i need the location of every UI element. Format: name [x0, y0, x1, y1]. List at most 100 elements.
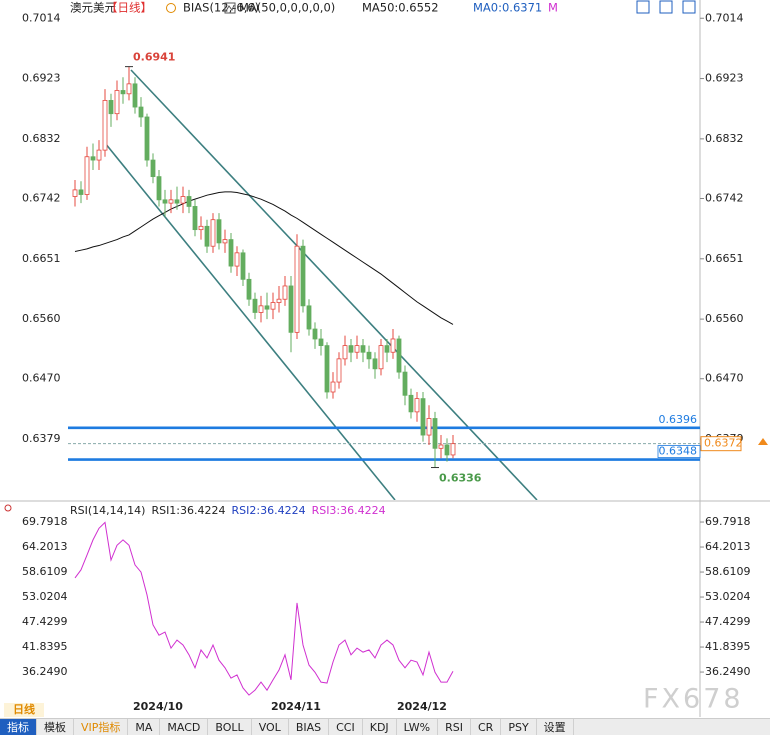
ma0: MA0:0.6371: [473, 1, 542, 15]
candle-body: [366, 351, 372, 360]
trend-line: [130, 69, 538, 500]
level-box: [657, 445, 701, 458]
candle-body: [450, 443, 456, 456]
toolbar-tab[interactable]: LW%: [397, 719, 439, 735]
y-tick-label: 0.6742: [705, 191, 744, 204]
candle-body: [216, 219, 222, 244]
candle-body: [186, 196, 192, 207]
candle-body: [420, 398, 426, 436]
candle-body: [156, 176, 162, 201]
icon[interactable]: [166, 3, 176, 13]
period-tab[interactable]: 日线: [4, 703, 44, 717]
toolbar-tab[interactable]: VIP指标: [74, 719, 129, 735]
x-tick-label: 2024/10: [133, 700, 183, 713]
candle-body: [270, 302, 276, 310]
candle-body: [210, 219, 216, 247]
toolbar-tab[interactable]: KDJ: [363, 719, 397, 735]
x-tick-label: 2024/12: [397, 700, 447, 713]
candle-body: [138, 106, 144, 118]
x-tick-label: 2024/11: [271, 700, 321, 713]
toolbar-tab[interactable]: BIAS: [289, 719, 330, 735]
y-tick-label: 64.2013: [22, 540, 68, 553]
level-label: 0.6348: [659, 445, 698, 458]
y-tick-label: 69.7918: [705, 515, 751, 528]
candle-body: [360, 345, 366, 353]
toolbar-tab[interactable]: 模板: [37, 719, 74, 735]
candle-body: [180, 196, 186, 204]
legend-entry: RSI2:36.4224: [232, 504, 306, 517]
toolbar-tab[interactable]: MACD: [160, 719, 209, 735]
candle-body: [240, 252, 246, 280]
candle-body: [258, 305, 264, 313]
ma50-line: [74, 191, 454, 325]
last-price-box: [700, 436, 742, 452]
y-tick-label: 53.0204: [22, 590, 68, 603]
y-tick-label: 41.8395: [705, 640, 751, 653]
candle-body: [300, 245, 306, 307]
toolbar-tab[interactable]: CCI: [329, 719, 363, 735]
trend-line: [104, 142, 396, 500]
candle-body: [108, 100, 114, 115]
high-label: 0.6941: [133, 51, 175, 64]
candle-body: [96, 149, 102, 161]
candle-body: [390, 338, 396, 353]
y-tick-label: 0.6651: [705, 252, 744, 265]
candle-body: [354, 345, 360, 353]
candle-body: [132, 83, 138, 108]
y-tick-label: 0.6832: [22, 132, 61, 145]
low-label: 0.6336: [439, 472, 482, 485]
candle-body: [402, 371, 408, 396]
icon[interactable]: [636, 0, 650, 14]
legend-entry: RSI3:36.4224: [312, 504, 386, 517]
toolbar-tab[interactable]: CR: [471, 719, 502, 735]
y-tick-label: 53.0204: [705, 590, 751, 603]
icon: [225, 4, 235, 12]
y-tick-label: 0.6560: [705, 312, 744, 325]
candle-body: [276, 298, 282, 303]
y-tick-label: 0.6651: [22, 252, 61, 265]
candle-body: [126, 83, 132, 95]
y-tick-label: 0.7014: [22, 11, 61, 24]
candle-body: [324, 345, 330, 393]
candle-body: [264, 305, 270, 310]
candle-body: [222, 239, 228, 244]
channel: [104, 69, 538, 500]
toolbar-tab[interactable]: MA: [128, 719, 161, 735]
candle-body: [162, 199, 168, 204]
icon[interactable]: [758, 438, 768, 445]
toolbar-tab[interactable]: VOL: [252, 719, 289, 735]
indicator-title: RSI(14,14,14): [70, 504, 145, 517]
candle-body: [408, 394, 414, 413]
icon[interactable]: [224, 2, 236, 14]
toolbar-tab[interactable]: 设置: [537, 719, 574, 735]
y-tick-label: 0.7014: [705, 11, 744, 24]
ma: MA(50,0,0,0,0,0): [239, 1, 335, 15]
candle-body: [168, 199, 174, 204]
candle-body: [120, 90, 126, 95]
icon[interactable]: [4, 504, 12, 512]
toolbar-tab[interactable]: RSI: [438, 719, 471, 735]
y-tick-label: 0.6742: [22, 191, 61, 204]
candle-body: [426, 418, 432, 436]
candle-body: [396, 338, 402, 373]
toolbar-tab[interactable]: BOLL: [208, 719, 252, 735]
y-tick-label: 36.2490: [705, 665, 751, 678]
y-tick-label: 0.6923: [705, 72, 744, 85]
candle-body: [192, 206, 198, 231]
y-tick-label: 58.6109: [705, 565, 751, 578]
y-tick-label: 47.4299: [705, 615, 751, 628]
legend-entry: RSI1:36.4224: [151, 504, 225, 517]
toolbar-tab[interactable]: 指标: [0, 719, 37, 735]
candle-body: [372, 358, 378, 370]
candle-body: [306, 305, 312, 330]
candle-body: [102, 100, 108, 151]
toolbar-tab[interactable]: PSY: [501, 719, 537, 735]
icon[interactable]: [659, 0, 673, 14]
candle-body: [336, 358, 342, 383]
icon[interactable]: [682, 0, 696, 14]
y-tick-label: 69.7918: [22, 515, 68, 528]
ma50: MA50:0.6552: [362, 1, 439, 15]
candle-body: [288, 285, 294, 333]
